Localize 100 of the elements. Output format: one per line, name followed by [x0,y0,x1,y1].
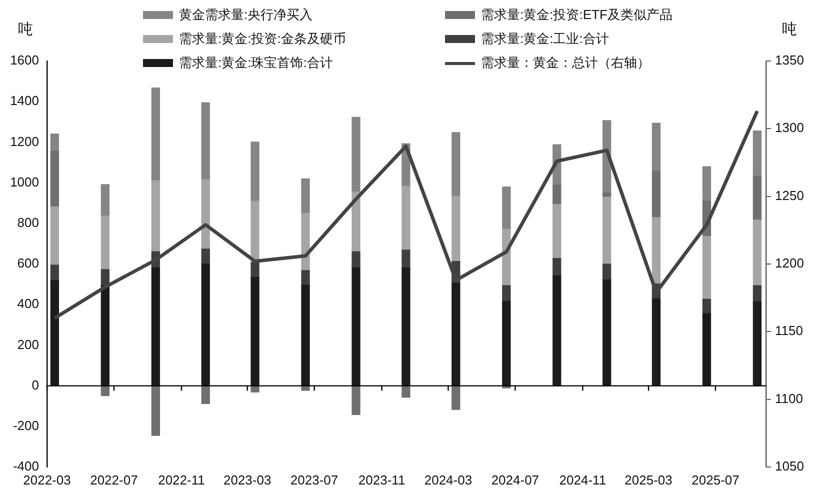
x-tick-label: 2025-03 [624,472,672,488]
y2-tick-label: 1300 [775,120,804,136]
y-tick-label: 200 [17,336,39,352]
y2-tick-label: 1350 [775,52,804,68]
bar [250,385,260,392]
bar [502,186,511,230]
bar [100,216,110,270]
y2-axis-title: 吨 [782,20,797,39]
x-tick-label: 2023-11 [358,472,406,488]
bar [201,248,210,264]
bar [301,178,310,214]
bar [602,264,612,280]
y-axis-title: 吨 [18,20,33,39]
bar [702,313,712,386]
bar [752,301,762,386]
y2-tick-label: 1050 [775,458,804,474]
bar [752,176,762,220]
y-tick-label: -400 [12,458,39,474]
bar [752,130,762,176]
bar [352,268,360,386]
bar [652,170,661,218]
bar [151,180,160,252]
bar [402,268,410,386]
bar [50,206,60,266]
bar [552,184,562,205]
bar [652,122,661,172]
y2-tick-label: 1150 [775,323,803,338]
legend-label: 需求量：黄金：总计（右轴） [481,54,650,72]
y-tick-label: 1000 [10,174,39,190]
x-tick-label: 2023-07 [290,472,338,488]
bar [502,301,511,386]
y-tick-label: 800 [17,214,39,230]
bar [151,385,160,436]
bar [352,385,360,415]
y2-tick-label: 1250 [775,188,804,203]
bar [301,270,310,286]
y-tick-label: 1400 [10,93,39,108]
y-tick-label: 1600 [10,52,39,68]
bar [201,179,210,250]
x-tick-label: 2024-03 [424,472,472,488]
legend-label: 需求量:黄金:投资:ETF及类似产品 [481,6,672,24]
y-tick-label: 400 [17,296,39,312]
bar [452,385,460,410]
bar [552,275,562,386]
legend-label: 需求量:黄金:投资:金条及硬币 [179,30,346,48]
x-tick-label: 2024-11 [559,472,606,488]
y2-tick-label: 1100 [775,390,803,406]
y-tick-label: 600 [17,256,39,271]
bar [250,200,260,263]
bar [352,251,360,268]
bar [402,250,410,268]
bar [250,262,260,278]
bar [402,186,410,250]
bar [201,264,210,386]
x-tick-label: 2022-03 [23,472,71,488]
bar [652,217,661,284]
x-tick-label: 2022-11 [158,472,205,488]
bar [702,166,712,202]
bar [502,285,511,302]
bar [552,204,562,259]
bar [201,102,210,180]
bar [402,385,410,398]
bar [602,196,612,264]
bar [151,268,160,386]
legend-label: 需求量:黄金:珠宝首饰:合计 [179,54,333,72]
legend-label: 需求量:黄金:工业:合计 [481,30,609,48]
bar [50,264,60,281]
bar [352,116,360,192]
bar [602,280,612,386]
bar [452,132,460,196]
bar [452,282,460,386]
y-tick-label: 0 [32,377,39,392]
bar [250,142,260,202]
bar [752,220,762,286]
bar [250,276,260,386]
bar [702,236,712,300]
bar [50,134,60,152]
bar [201,385,210,404]
bar [702,298,712,314]
bar [301,284,310,386]
x-tick-label: 2022-07 [90,472,138,488]
bar [301,212,310,271]
x-tick-label: 2023-03 [223,472,272,488]
bar [552,258,562,276]
bar [100,184,110,216]
bar [352,192,360,252]
y-tick-label: -200 [12,418,39,433]
bar [50,151,60,208]
y2-tick-label: 1200 [775,256,804,271]
y-tick-label: 1200 [10,134,39,149]
x-tick-label: 2025-07 [692,472,740,488]
bar [50,280,60,386]
bar [452,196,460,262]
bar [151,87,160,181]
bar [100,269,110,286]
bar [100,285,110,386]
legend-label: 黄金需求量:央行净买入 [179,6,313,24]
bar [652,298,661,386]
x-tick-label: 2024-07 [491,472,540,488]
bar [752,285,762,302]
